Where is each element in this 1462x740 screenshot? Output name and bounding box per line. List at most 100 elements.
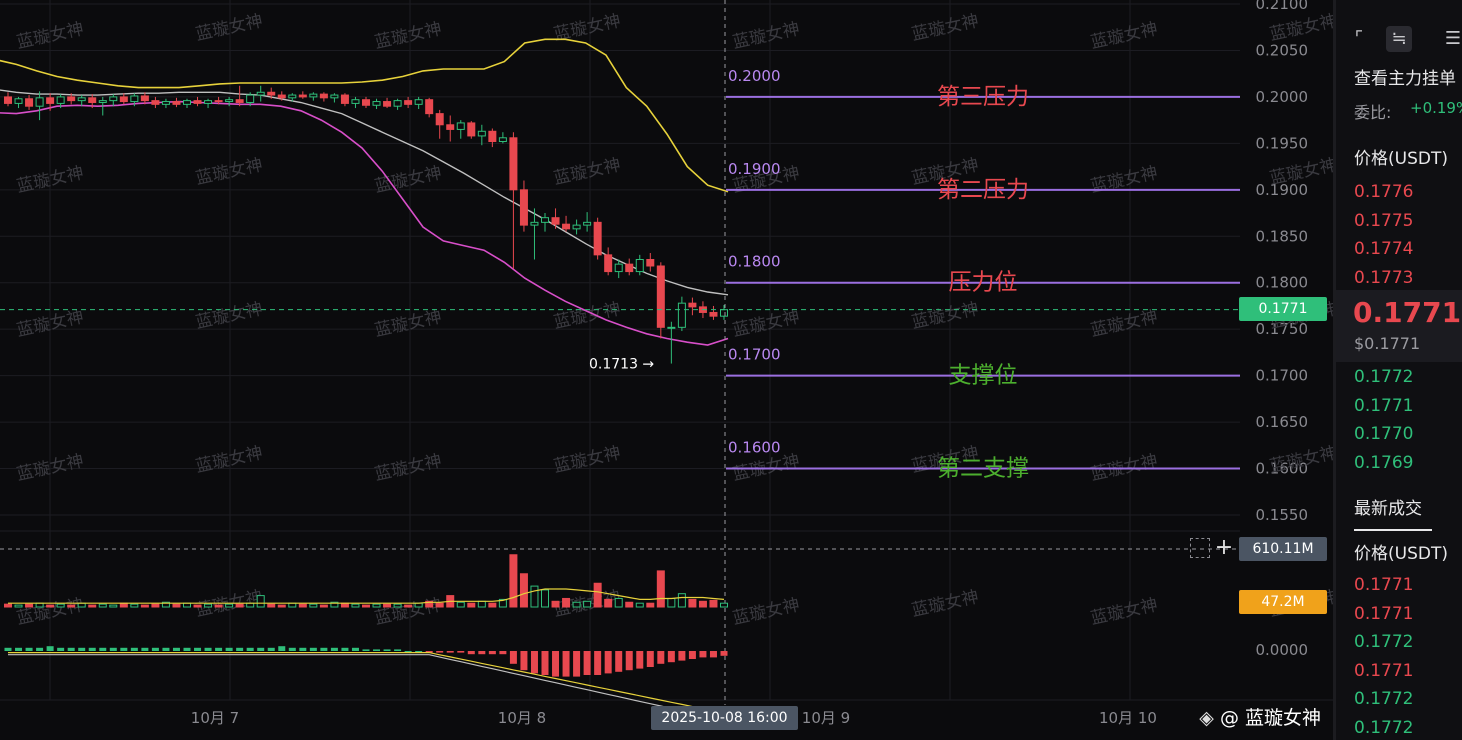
watermark-text: 蓝璇女神 — [1268, 11, 1333, 45]
order-book-link[interactable]: 查看主力挂单 — [1354, 69, 1456, 89]
trade-row[interactable]: 0.1771 — [1354, 660, 1414, 681]
candle-body — [467, 122, 476, 137]
trade-row[interactable]: 0.1772 — [1354, 717, 1414, 738]
bid-price-row[interactable]: 0.1772 — [1354, 367, 1414, 387]
candle-body — [204, 100, 213, 104]
volume-bar — [656, 570, 665, 608]
tab-latest-trades[interactable]: 最新成交 — [1354, 499, 1422, 519]
level-name-label: 压力位 — [949, 270, 1018, 296]
volume-bar — [161, 601, 170, 608]
candle-body — [98, 100, 107, 103]
watermark-text: 蓝璇女神 — [373, 595, 444, 629]
trade-row[interactable]: 0.1772 — [1354, 689, 1414, 709]
volume-ma-line — [8, 588, 725, 604]
ask-price-row[interactable]: 0.1775 — [1354, 210, 1414, 231]
candle-body — [720, 309, 728, 317]
macd-bar — [552, 651, 560, 677]
candle-body — [277, 94, 286, 99]
trade-row[interactable]: 0.1771 — [1354, 603, 1414, 624]
macd-bar — [394, 649, 402, 651]
watermark-text: 蓝璇女神 — [194, 299, 265, 333]
volume-bar — [109, 604, 118, 608]
candle-body — [498, 137, 507, 143]
watermark-text: 蓝璇女神 — [910, 587, 981, 621]
candle-body — [256, 91, 265, 96]
candle-body — [235, 99, 244, 103]
candle-body — [583, 221, 592, 226]
indicator-zero-label: 0.0000 — [1256, 641, 1309, 659]
bid-price-row[interactable]: 0.1771 — [1354, 395, 1414, 416]
macd-bar — [362, 649, 370, 651]
chart-canvas[interactable]: 0.2100 0.2050 0.2000 0.1950 0.1900 0.1850 0.18… — [0, 0, 1333, 740]
candle-body — [393, 100, 402, 107]
bid-price-row[interactable]: 0.1769 — [1354, 452, 1414, 473]
macd-bar — [215, 647, 223, 651]
watermark-text: 蓝璇女神 — [731, 307, 802, 341]
y-tick-label: 0.1600 — [1256, 460, 1309, 478]
y-tick-label: 0.1750 — [1256, 320, 1309, 338]
macd-bar — [4, 647, 12, 651]
volume-bar — [309, 603, 318, 608]
candle-body — [309, 93, 318, 98]
tab-underline — [1354, 529, 1432, 531]
list-mode-icon[interactable]: ☰ — [1444, 28, 1462, 49]
y-tick-label: 0.2050 — [1256, 41, 1309, 59]
candle-body — [519, 189, 528, 226]
candle-body — [677, 302, 686, 328]
candle-body — [151, 100, 160, 105]
last-price: 0.1771 — [1353, 296, 1462, 329]
candle-body — [193, 100, 202, 104]
candle-body — [656, 265, 665, 328]
watermark-text: 蓝璇女神 — [1089, 595, 1160, 629]
last-price-usd: $0.1771 — [1354, 334, 1421, 353]
volume-bar — [646, 602, 655, 608]
volume-bar — [456, 601, 465, 608]
macd-bar — [246, 647, 254, 651]
volume-ma-label: 47.2M — [1239, 590, 1327, 614]
volume-bar — [404, 604, 413, 608]
candle-body — [4, 96, 12, 104]
candle-body — [67, 96, 76, 102]
macd-bar — [615, 651, 623, 672]
volume-crosshair-label: 610.11M — [1239, 537, 1327, 561]
candle-body — [14, 98, 23, 104]
volume-bar — [298, 603, 307, 608]
crosshair-add-icon[interactable]: + — [1214, 535, 1234, 560]
candle-body — [46, 97, 55, 104]
watermark-text: 蓝璇女神 — [552, 443, 623, 477]
order-book-mode-icon[interactable]: ≒ — [1386, 26, 1412, 52]
bid-price-row[interactable]: 0.1770 — [1354, 424, 1414, 444]
watermark-text: 蓝璇女神 — [552, 155, 623, 189]
macd-bar — [625, 651, 633, 671]
macd-bar — [194, 647, 202, 651]
macd-bar — [288, 647, 296, 651]
level-price-label: 0.1800 — [728, 253, 781, 271]
volume-bar — [25, 603, 34, 608]
x-tick-label: 10月 9 — [802, 709, 850, 727]
ask-price-row[interactable]: 0.1773 — [1354, 267, 1414, 288]
macd-bar — [636, 651, 644, 669]
candle-body — [414, 99, 423, 105]
volume-bar — [225, 603, 234, 608]
watermark-text: 蓝璇女神 — [194, 443, 265, 477]
trade-row[interactable]: 0.1771 — [1354, 575, 1414, 595]
watermark-text: 蓝璇女神 — [373, 19, 444, 53]
measure-icon[interactable] — [1190, 538, 1210, 558]
macd-bar — [351, 647, 359, 651]
volume-bar — [593, 582, 602, 608]
y-tick-label: 0.1550 — [1256, 506, 1309, 524]
crosshair-time-label: 2025-10-08 16:00 — [651, 706, 798, 730]
volume-bar — [698, 600, 707, 608]
macd-bar — [478, 651, 486, 655]
candle-body — [509, 137, 518, 191]
macd-bar — [278, 646, 286, 651]
macd-bar — [15, 647, 23, 651]
macd-bar — [467, 651, 475, 655]
expand-icon[interactable]: ⌜ — [1354, 28, 1364, 49]
candlestick-chart[interactable]: 0.2100 0.2050 0.2000 0.1950 0.1900 0.1850 0.18… — [0, 0, 1333, 740]
watermark-text: 蓝璇女神 — [910, 11, 981, 45]
candle-body — [372, 101, 381, 106]
trade-row[interactable]: 0.1772 — [1354, 632, 1414, 652]
ask-price-row[interactable]: 0.1774 — [1354, 239, 1414, 259]
ask-price-row[interactable]: 0.1776 — [1354, 182, 1414, 202]
